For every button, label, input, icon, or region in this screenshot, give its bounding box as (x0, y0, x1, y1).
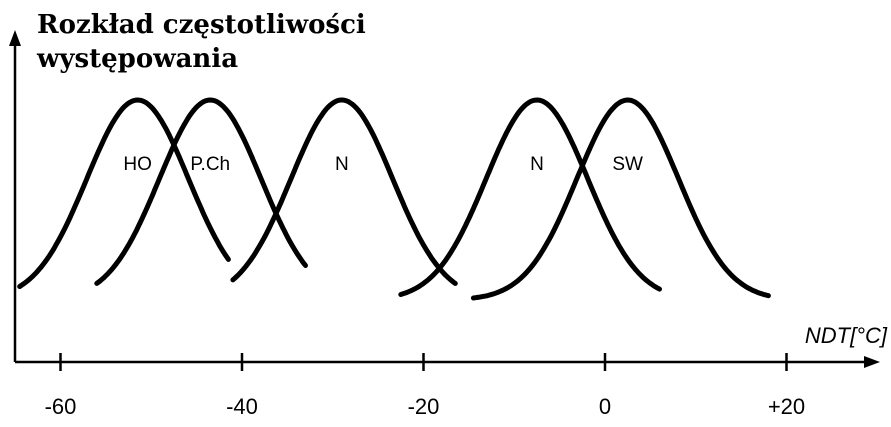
series-curves (17, 97, 771, 301)
series-label-5: SW (612, 154, 643, 175)
series-curve-4 (398, 97, 662, 297)
y-axis-title-line-1: Rozkład częstotliwości (37, 10, 366, 40)
series-label-4: N (530, 154, 544, 175)
series-label-3: N (335, 154, 349, 175)
series-curve-2 (94, 97, 308, 286)
series-curve-5 (470, 97, 771, 301)
x-tick-label: +20 (768, 394, 805, 419)
y-axis-title-line-2: występowania (36, 44, 238, 74)
x-axis-label: NDT[°C] (805, 323, 888, 348)
x-ticks: -60 -40 -20 0 +20 (45, 353, 805, 419)
x-tick-label: 0 (599, 394, 611, 419)
y-axis-arrowhead (9, 30, 21, 46)
series-label-2: P.Ch (190, 154, 230, 175)
series-curve-3 (230, 97, 458, 286)
x-axis-arrowhead (864, 356, 880, 368)
x-tick-label: -40 (226, 394, 258, 419)
series-curve-1 (17, 97, 231, 289)
series-label-1: HO (123, 154, 152, 175)
x-tick-label: -20 (408, 394, 440, 419)
series-labels: HO P.Ch N N SW (123, 154, 643, 175)
x-tick-label: -60 (45, 394, 77, 419)
